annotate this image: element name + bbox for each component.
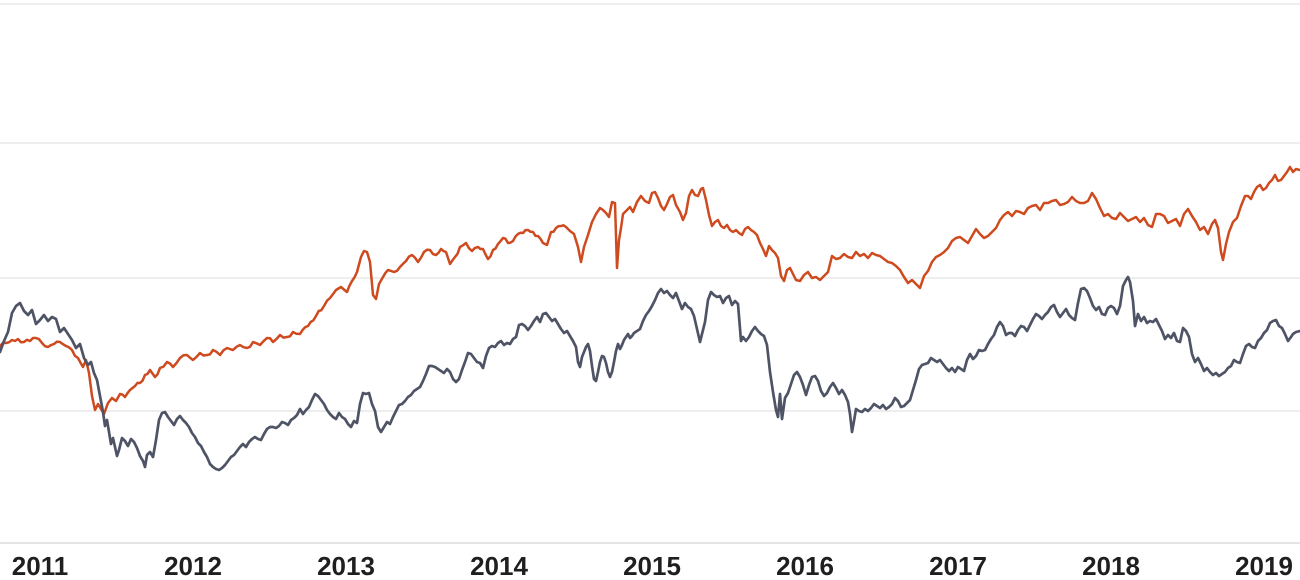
- slate-series-line: [0, 275, 1300, 472]
- orange-series-line: [0, 165, 1300, 416]
- x-axis-label-2019: 2019: [1235, 551, 1293, 580]
- x-axis-label-2018: 2018: [1082, 551, 1140, 580]
- x-axis-label-2017: 2017: [929, 551, 987, 580]
- x-axis-label-2014: 2014: [470, 551, 528, 580]
- x-axis-label-2016: 2016: [776, 551, 834, 580]
- x-axis-label-2015: 2015: [623, 551, 681, 580]
- x-axis-label-2013: 2013: [317, 551, 375, 580]
- x-axis-label-2012: 2012: [164, 551, 222, 580]
- x-axis-label-2011: 2011: [12, 551, 68, 580]
